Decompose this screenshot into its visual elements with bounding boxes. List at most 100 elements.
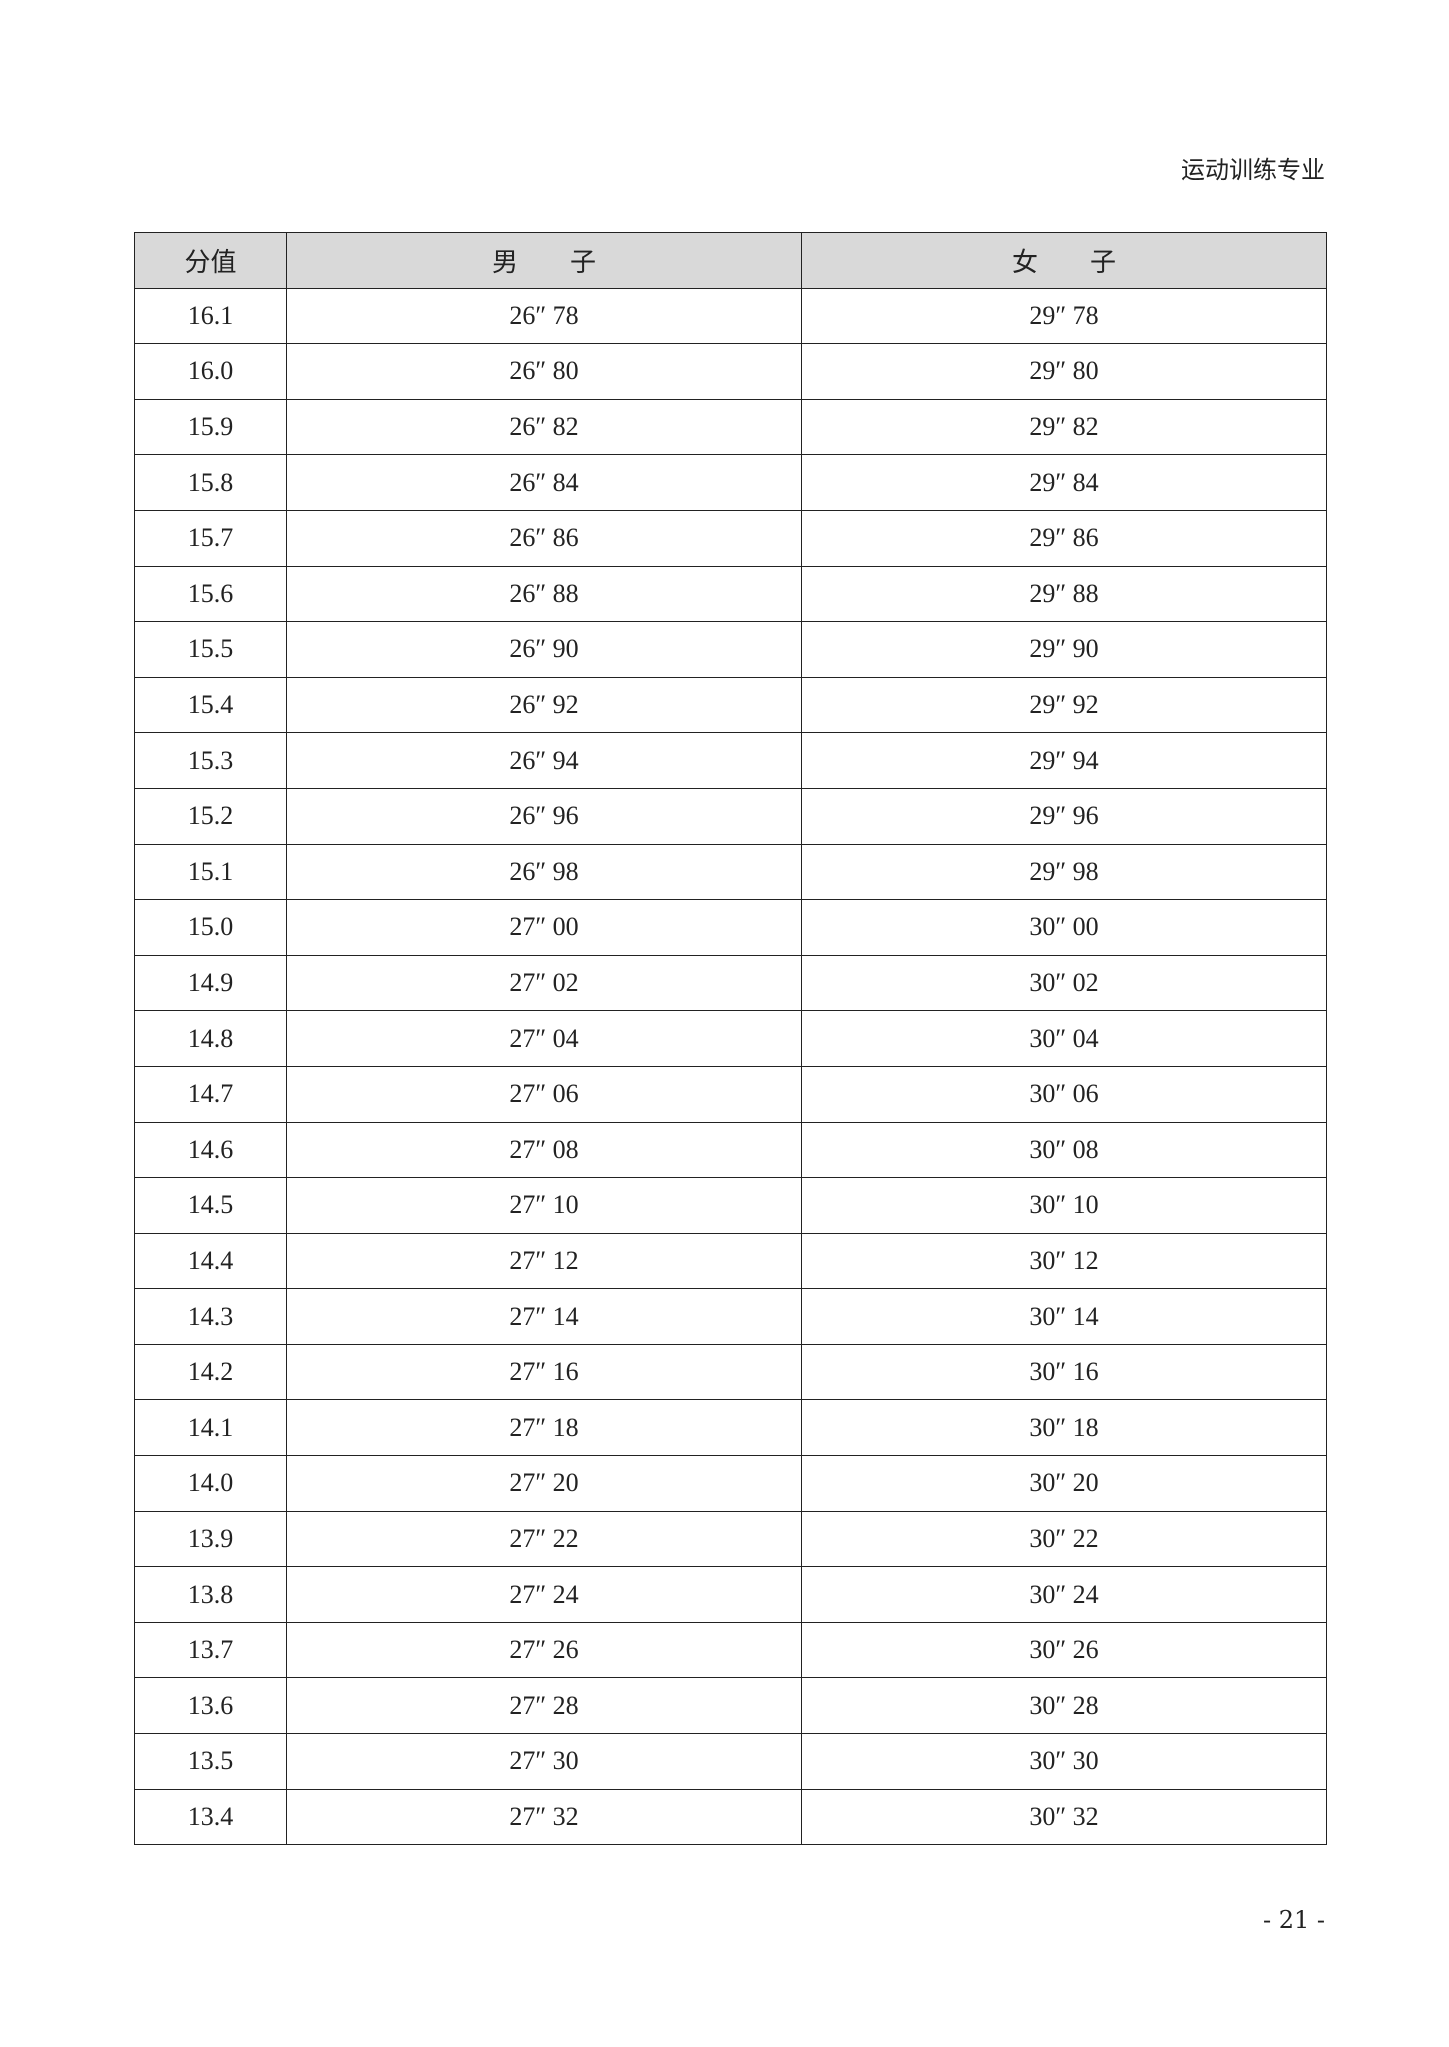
score-cell: 14.8 xyxy=(134,1010,287,1067)
female-time-cell: 30″ 04 xyxy=(801,1010,1327,1067)
female-time-cell: 29″ 96 xyxy=(801,787,1327,845)
table-row: 13.9 27″ 22 30″ 22 xyxy=(134,1510,1327,1568)
table-row: 14.4 27″ 12 30″ 12 xyxy=(134,1232,1327,1290)
male-time-cell: 27″ 18 xyxy=(286,1399,802,1457)
male-time-cell: 26″ 88 xyxy=(286,565,802,623)
female-time-cell: 30″ 08 xyxy=(801,1121,1327,1179)
male-time-cell: 26″ 96 xyxy=(286,787,802,845)
table-row: 14.1 27″ 18 30″ 18 xyxy=(134,1399,1327,1457)
female-time-cell: 29″ 94 xyxy=(801,732,1327,789)
female-time-cell: 29″ 82 xyxy=(801,398,1327,456)
male-time-cell: 27″ 28 xyxy=(286,1677,802,1735)
score-cell: 13.6 xyxy=(134,1677,287,1735)
table-row: 14.0 27″ 20 30″ 20 xyxy=(134,1455,1327,1512)
male-time-cell: 26″ 94 xyxy=(286,732,802,789)
female-time-cell: 29″ 78 xyxy=(801,287,1327,345)
male-time-cell: 27″ 30 xyxy=(286,1733,802,1790)
score-cell: 14.5 xyxy=(134,1177,287,1234)
male-time-cell: 27″ 04 xyxy=(286,1010,802,1067)
table-row: 14.6 27″ 08 30″ 08 xyxy=(134,1121,1327,1179)
female-time-cell: 30″ 30 xyxy=(801,1733,1327,1790)
score-cell: 15.7 xyxy=(134,509,287,567)
table-row: 14.5 27″ 10 30″ 10 xyxy=(134,1177,1327,1234)
table-row: 15.5 26″ 90 29″ 90 xyxy=(134,621,1327,678)
female-time-cell: 29″ 92 xyxy=(801,676,1327,734)
male-time-cell: 26″ 98 xyxy=(286,843,802,901)
table-row: 15.2 26″ 96 29″ 96 xyxy=(134,787,1327,845)
table-row: 15.6 26″ 88 29″ 88 xyxy=(134,565,1327,623)
score-cell: 15.9 xyxy=(134,398,287,456)
female-time-cell: 29″ 98 xyxy=(801,843,1327,901)
female-time-cell: 30″ 32 xyxy=(801,1788,1327,1846)
score-cell: 14.4 xyxy=(134,1232,287,1290)
female-time-cell: 29″ 88 xyxy=(801,565,1327,623)
female-time-cell: 30″ 28 xyxy=(801,1677,1327,1735)
female-time-cell: 29″ 80 xyxy=(801,343,1327,400)
score-cell: 13.5 xyxy=(134,1733,287,1790)
score-cell: 15.1 xyxy=(134,843,287,901)
header-female: 女 子 xyxy=(801,232,1327,289)
male-time-cell: 27″ 00 xyxy=(286,899,802,956)
score-cell: 14.6 xyxy=(134,1121,287,1179)
header-score: 分值 xyxy=(134,232,287,289)
score-cell: 15.4 xyxy=(134,676,287,734)
female-time-cell: 30″ 06 xyxy=(801,1065,1327,1123)
female-time-cell: 30″ 12 xyxy=(801,1232,1327,1290)
table-row: 14.3 27″ 14 30″ 14 xyxy=(134,1288,1327,1345)
male-time-cell: 26″ 80 xyxy=(286,343,802,400)
male-time-cell: 27″ 16 xyxy=(286,1343,802,1401)
male-time-cell: 27″ 10 xyxy=(286,1177,802,1234)
male-time-cell: 27″ 32 xyxy=(286,1788,802,1846)
table-row: 16.1 26″ 78 29″ 78 xyxy=(134,287,1327,345)
male-time-cell: 26″ 86 xyxy=(286,509,802,567)
score-cell: 15.5 xyxy=(134,621,287,678)
male-time-cell: 27″ 22 xyxy=(286,1510,802,1568)
table-header-row: 分值 男 子 女 子 xyxy=(134,232,1327,289)
score-cell: 14.3 xyxy=(134,1288,287,1345)
score-cell: 15.0 xyxy=(134,899,287,956)
table-row: 14.2 27″ 16 30″ 16 xyxy=(134,1343,1327,1401)
table-row: 15.7 26″ 86 29″ 86 xyxy=(134,509,1327,567)
score-cell: 15.8 xyxy=(134,454,287,511)
running-header: 运动训练专业 xyxy=(1181,156,1325,184)
male-time-cell: 27″ 14 xyxy=(286,1288,802,1345)
score-cell: 14.2 xyxy=(134,1343,287,1401)
table-row: 14.7 27″ 06 30″ 06 xyxy=(134,1065,1327,1123)
table-row: 16.0 26″ 80 29″ 80 xyxy=(134,343,1327,400)
score-cell: 14.9 xyxy=(134,954,287,1012)
female-time-cell: 30″ 02 xyxy=(801,954,1327,1012)
score-cell: 14.7 xyxy=(134,1065,287,1123)
female-time-cell: 30″ 24 xyxy=(801,1566,1327,1623)
score-cell: 16.1 xyxy=(134,287,287,345)
score-cell: 13.4 xyxy=(134,1788,287,1846)
table-row: 15.9 26″ 82 29″ 82 xyxy=(134,398,1327,456)
score-cell: 15.3 xyxy=(134,732,287,789)
male-time-cell: 26″ 92 xyxy=(286,676,802,734)
header-male: 男 子 xyxy=(286,232,802,289)
female-time-cell: 30″ 22 xyxy=(801,1510,1327,1568)
female-time-cell: 30″ 18 xyxy=(801,1399,1327,1457)
page-number: - 21 - xyxy=(1262,1906,1325,1934)
male-time-cell: 27″ 24 xyxy=(286,1566,802,1623)
male-time-cell: 26″ 84 xyxy=(286,454,802,511)
table-row: 15.0 27″ 00 30″ 00 xyxy=(134,899,1327,956)
table-row: 15.8 26″ 84 29″ 84 xyxy=(134,454,1327,511)
male-time-cell: 27″ 20 xyxy=(286,1455,802,1512)
female-time-cell: 30″ 00 xyxy=(801,899,1327,956)
score-cell: 16.0 xyxy=(134,343,287,400)
female-time-cell: 29″ 84 xyxy=(801,454,1327,511)
female-time-cell: 29″ 86 xyxy=(801,509,1327,567)
female-time-cell: 30″ 10 xyxy=(801,1177,1327,1234)
score-cell: 14.0 xyxy=(134,1455,287,1512)
score-table: 分值 男 子 女 子 16.1 26″ 78 29″ 78 16.0 26″ 80 29″… xyxy=(134,232,1327,1846)
male-time-cell: 27″ 02 xyxy=(286,954,802,1012)
score-cell: 15.6 xyxy=(134,565,287,623)
table-row: 13.7 27″ 26 30″ 26 xyxy=(134,1621,1327,1679)
female-time-cell: 30″ 14 xyxy=(801,1288,1327,1345)
female-time-cell: 30″ 26 xyxy=(801,1621,1327,1679)
female-time-cell: 30″ 16 xyxy=(801,1343,1327,1401)
score-cell: 14.1 xyxy=(134,1399,287,1457)
table-row: 13.4 27″ 32 30″ 32 xyxy=(134,1788,1327,1846)
score-cell: 13.9 xyxy=(134,1510,287,1568)
table-row: 15.1 26″ 98 29″ 98 xyxy=(134,843,1327,901)
